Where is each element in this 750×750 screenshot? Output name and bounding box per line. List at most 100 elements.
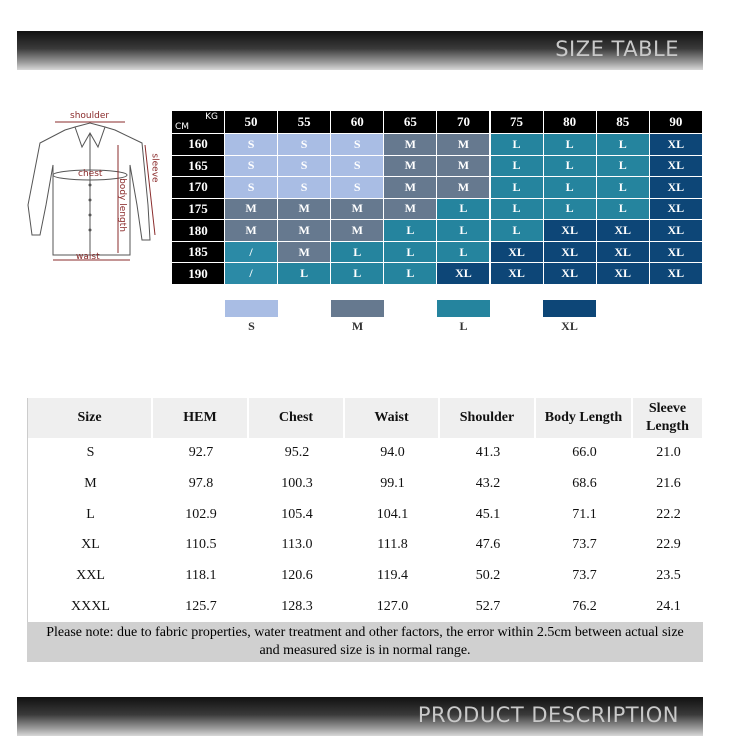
column-header: Waist xyxy=(345,398,440,438)
banner-title: SIZE TABLE xyxy=(555,37,679,61)
size-cell: XL xyxy=(596,241,650,264)
weight-header: 75 xyxy=(490,111,544,134)
corner-cell: KG CM xyxy=(172,111,225,134)
table-cell: 68.6 xyxy=(572,475,597,491)
size-cell: S xyxy=(331,177,385,199)
size-grid: KG CM 50 55 60 65 70 75 80 85 90 160 S S S M M L L L XL 165 S S… xyxy=(172,111,703,285)
legend-label: L xyxy=(459,319,468,333)
column-header: Size xyxy=(28,398,153,438)
legend-swatch xyxy=(437,300,490,317)
table-cell: S xyxy=(86,445,95,461)
size-cell: XL xyxy=(490,263,544,285)
size-cell: XL xyxy=(649,177,703,199)
size-cell: S xyxy=(225,134,279,156)
banner: SIZE TABLE xyxy=(17,31,703,70)
size-cell: XL xyxy=(543,263,597,285)
table-cell: XL xyxy=(81,537,100,553)
size-cell: M xyxy=(225,198,279,221)
size-cell: M xyxy=(384,177,438,199)
table-cell: 66.0 xyxy=(572,445,597,461)
size-cell: XL xyxy=(649,220,703,242)
column-header: Shoulder xyxy=(440,398,536,438)
size-cell: M xyxy=(384,198,438,221)
size-cell: L xyxy=(278,263,332,285)
size-cell: L xyxy=(596,198,650,221)
size-cell: XL xyxy=(596,263,650,285)
diagram-label: sleeve xyxy=(149,153,160,183)
table-cell: 52.7 xyxy=(475,598,501,614)
table-cell: 125.7 xyxy=(185,598,217,614)
size-cell: M xyxy=(331,198,385,221)
table-cell: 97.8 xyxy=(188,475,214,491)
size-cell: XL xyxy=(649,198,703,221)
table-cell: 45.1 xyxy=(475,506,501,522)
size-cell: L xyxy=(490,220,544,242)
legend-swatch xyxy=(543,300,596,317)
table-cell: M xyxy=(84,475,97,491)
size-cell: M xyxy=(384,155,438,178)
table-cell: 73.7 xyxy=(572,537,597,553)
size-cell: XL xyxy=(649,241,703,264)
column-header: HEM xyxy=(153,398,249,438)
size-cell: S xyxy=(278,155,332,178)
banner: PRODUCT DESCRIPTION xyxy=(17,697,703,736)
table-cell: 73.7 xyxy=(572,567,597,583)
weight-header: 90 xyxy=(649,111,703,134)
table-cell: 111.8 xyxy=(377,537,408,553)
size-cell: XL xyxy=(437,263,491,285)
table-cell: 127.0 xyxy=(376,598,409,614)
size-cell: M xyxy=(437,134,491,156)
size-cell: M xyxy=(384,134,438,156)
column-header: Chest xyxy=(249,398,345,438)
height-header: 165 xyxy=(172,155,225,178)
size-cell: L xyxy=(543,198,597,221)
size-cell: M xyxy=(278,220,332,242)
diagram-label: body length xyxy=(116,178,127,232)
height-header: 180 xyxy=(172,220,225,242)
height-header: 160 xyxy=(172,134,225,156)
size-cell: XL xyxy=(649,134,703,156)
size-cell: S xyxy=(225,155,279,178)
height-header: 185 xyxy=(172,241,225,264)
table-cell: XXL xyxy=(76,567,105,583)
corner-top: KG xyxy=(205,112,218,122)
weight-header: 60 xyxy=(331,111,385,134)
size-cell: XL xyxy=(649,263,703,285)
shirt-diagram xyxy=(27,121,156,261)
table-cell: 71.1 xyxy=(572,506,597,522)
diagram-label: shoulder xyxy=(70,111,110,121)
table-cell: 104.1 xyxy=(376,506,409,522)
size-cell: L xyxy=(490,177,544,199)
size-cell: / xyxy=(225,241,279,264)
table-cell: 23.5 xyxy=(656,567,681,583)
diagram-label: waist xyxy=(76,252,100,262)
table-cell: 41.3 xyxy=(475,445,501,461)
diagram-label: chest xyxy=(78,169,103,179)
size-cell: L xyxy=(543,177,597,199)
size-cell: L xyxy=(596,155,650,178)
weight-header: 80 xyxy=(543,111,597,134)
size-cell: S xyxy=(225,177,279,199)
table-cell: 47.6 xyxy=(475,537,501,553)
banner-title: PRODUCT DESCRIPTION xyxy=(417,703,679,727)
table-cell: 119.4 xyxy=(377,567,408,583)
size-cell: S xyxy=(278,134,332,156)
table-cell: 99.1 xyxy=(380,475,405,491)
size-cell: L xyxy=(437,198,491,221)
note-line: and measured size is in normal range. xyxy=(259,643,471,658)
size-cell: / xyxy=(225,263,279,285)
size-cell: M xyxy=(331,220,385,242)
legend-label: XL xyxy=(561,319,578,333)
table-cell: 120.6 xyxy=(281,567,313,583)
size-cell: L xyxy=(490,155,544,178)
legend-swatch xyxy=(225,300,278,317)
legend-label: M xyxy=(351,319,364,333)
weight-header: 85 xyxy=(596,111,650,134)
size-cell: L xyxy=(331,241,385,264)
size-cell: L xyxy=(596,177,650,199)
table-cell: 95.2 xyxy=(284,445,310,461)
size-cell: M xyxy=(278,198,332,221)
table-cell: 21.6 xyxy=(656,475,681,491)
size-cell: XL xyxy=(649,155,703,178)
size-cell: L xyxy=(543,134,597,156)
